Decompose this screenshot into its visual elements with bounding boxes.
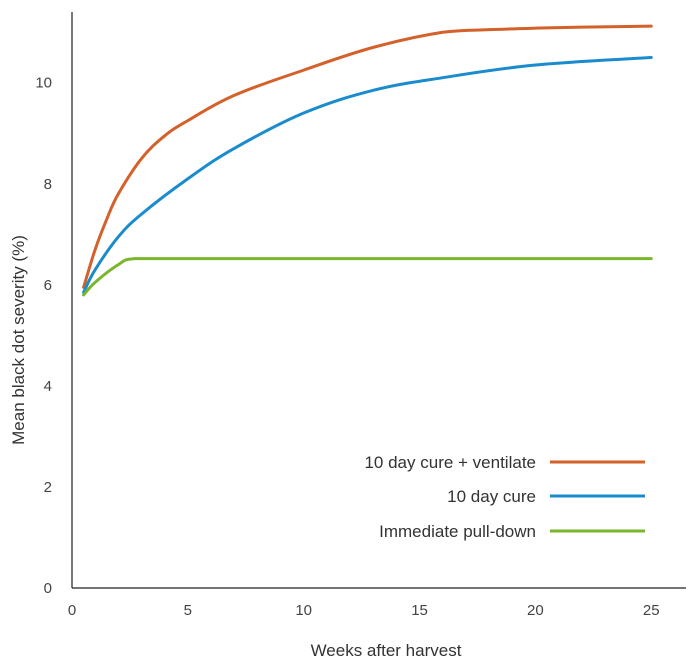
y-axis-title: Mean black dot severity (%) (9, 235, 28, 445)
y-tick-label: 10 (35, 75, 52, 92)
y-tick-label: 8 (44, 176, 52, 193)
legend-label-2: Immediate pull-down (379, 522, 536, 541)
chart-tick-labels: 0 5 10 15 20 25 0 2 4 6 8 10 (35, 75, 659, 619)
series-line-1 (82, 55, 653, 294)
legend-label-1: 10 day cure (447, 487, 536, 506)
y-tick-label: 6 (44, 277, 52, 294)
chart-legend: 10 day cure + ventilate 10 day cure Immedi… (364, 453, 645, 541)
legend-label-0: 10 day cure + ventilate (364, 453, 536, 472)
x-axis-title: Weeks after harvest (311, 641, 462, 660)
series-line-2 (82, 257, 653, 297)
y-tick-label: 2 (44, 479, 52, 496)
x-tick-label: 20 (527, 602, 544, 619)
chart-axes (71, 12, 686, 589)
chart-series-group (82, 24, 653, 297)
x-tick-label: 5 (184, 602, 192, 619)
x-tick-label: 15 (411, 602, 428, 619)
x-tick-label: 0 (68, 602, 76, 619)
y-tick-label: 4 (44, 378, 52, 395)
x-tick-label: 25 (643, 602, 660, 619)
y-tick-label: 0 (44, 580, 52, 597)
x-tick-label: 10 (295, 602, 312, 619)
series-line-0 (82, 24, 653, 289)
